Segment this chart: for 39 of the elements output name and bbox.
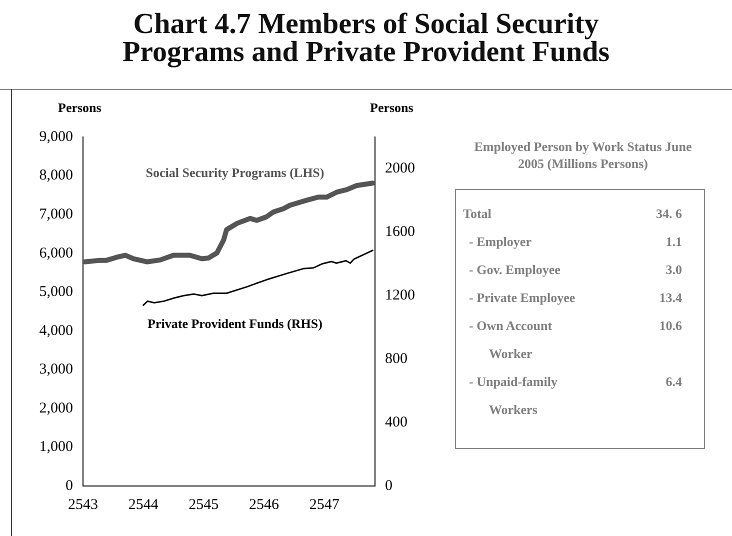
y-tick-label: 3,000 — [39, 362, 73, 378]
x-tick-label: 2546 — [248, 496, 280, 513]
chart-title: Chart 4.7 Members of Social Security Programs and Private Provident Funds — [121, 8, 611, 68]
y2-tick-label: 800 — [385, 351, 408, 368]
text: 6.4 — [666, 374, 682, 389]
x-tick-label: 2547 — [309, 496, 340, 513]
category-label: - Private Employee — [468, 289, 576, 307]
category-label: - Employer — [468, 233, 532, 251]
category-label: Total — [462, 205, 492, 223]
y-tick-label: 9,000 — [39, 128, 73, 145]
category-label: - Own Account Worker — [468, 317, 554, 363]
y-tick-label: 1,000 — [39, 439, 73, 456]
y-axis-title: Persons — [58, 100, 102, 116]
y2-tick-label: 1600 — [385, 224, 415, 240]
y-tick-label: 5,000 — [39, 284, 73, 300]
text: Employed Person by Work Status June 2005 (Millions Persons) — [473, 138, 693, 172]
category-label: - Gov. Employee — [468, 261, 562, 279]
text: 13.4 — [659, 290, 682, 305]
series-label: Social Security Programs (LHS) — [144, 165, 326, 181]
y-tick-label: 2,000 — [39, 400, 73, 416]
y2-axis-title: Persons — [370, 100, 414, 116]
y2-tick-label: 400 — [385, 414, 408, 430]
text: 10.6 — [659, 318, 682, 333]
x-tick-label: 2544 — [128, 496, 159, 513]
text: 3.0 — [666, 262, 682, 277]
y-tick-label: 0 — [66, 478, 73, 494]
y2-tick-label: 0 — [385, 478, 392, 494]
y-tick-label: 6,000 — [39, 245, 73, 262]
text: 1.1 — [666, 234, 682, 249]
category-label: - Unpaid-family Workers — [468, 373, 558, 419]
text: 34. 6 — [656, 206, 682, 221]
y-tick-label: 7,000 — [39, 206, 73, 222]
series-label: Private Provident Funds (RHS) — [146, 316, 324, 332]
y2-tick-label: 2000 — [385, 160, 415, 177]
y-tick-label: 8,000 — [39, 168, 73, 184]
y2-tick-label: 1200 — [385, 288, 415, 304]
x-tick-label: 2543 — [68, 496, 98, 513]
y-tick-label: 4,000 — [39, 322, 73, 339]
x-tick-label: 2545 — [188, 496, 219, 513]
